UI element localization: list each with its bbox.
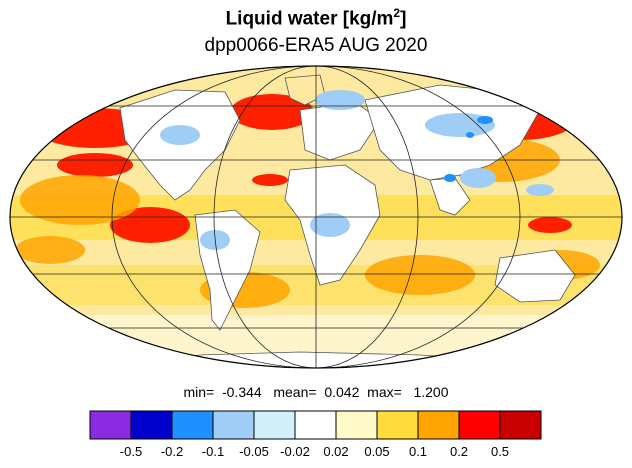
colorbar-swatch bbox=[89, 410, 132, 440]
mean-value: 0.042 bbox=[324, 384, 360, 400]
very-low-values bbox=[444, 116, 493, 182]
colorbar-tick-label: -0.05 bbox=[239, 444, 269, 459]
title-close: ] bbox=[400, 8, 407, 30]
stats-line: min= -0.344 mean= 0.042 max= 1.200 bbox=[0, 384, 632, 400]
plot-subtitle: dpp0066-ERA5 AUG 2020 bbox=[204, 35, 428, 56]
plot-title: Liquid water [kg/m2] bbox=[0, 6, 632, 30]
colorbar-swatch bbox=[294, 410, 337, 440]
colorbar-swatch bbox=[458, 410, 501, 440]
colorbar-swatch bbox=[130, 410, 173, 440]
title-text: Liquid water [kg/m bbox=[225, 8, 394, 30]
colorbar-tick-label: 0.5 bbox=[490, 444, 510, 459]
colorbar-tick-label: -0.2 bbox=[160, 444, 184, 459]
mean-label: mean= bbox=[273, 384, 317, 400]
colorbar-tick-label: -0.5 bbox=[119, 444, 143, 459]
colorbar-tick-label: 0.2 bbox=[449, 444, 469, 459]
colorbar-swatch bbox=[417, 410, 460, 440]
graticule bbox=[10, 66, 622, 368]
max-label: max= bbox=[367, 384, 402, 400]
world-map bbox=[9, 65, 623, 369]
colorbar-tick-label: -0.02 bbox=[280, 444, 310, 459]
colorbar-swatch bbox=[335, 410, 378, 440]
low-values bbox=[160, 90, 554, 250]
min-label: min= bbox=[183, 384, 215, 400]
colorbar-tick-label: 0.1 bbox=[408, 444, 428, 459]
max-value: 1.200 bbox=[413, 384, 449, 400]
colorbar-tick-label: -0.1 bbox=[201, 444, 225, 459]
min-value: -0.344 bbox=[221, 384, 262, 400]
colorbar-tick-label: 0.02 bbox=[323, 444, 349, 459]
globe-outline bbox=[9, 65, 623, 369]
colorbar-swatch bbox=[212, 410, 255, 440]
colorbar-swatch bbox=[253, 410, 296, 440]
colorbar-swatch bbox=[499, 410, 542, 440]
colorbar-swatch bbox=[376, 410, 419, 440]
title-superscript: 2 bbox=[393, 6, 401, 20]
colorbar-swatch bbox=[171, 410, 214, 440]
colorbar-tick-label: 0.05 bbox=[364, 444, 390, 459]
